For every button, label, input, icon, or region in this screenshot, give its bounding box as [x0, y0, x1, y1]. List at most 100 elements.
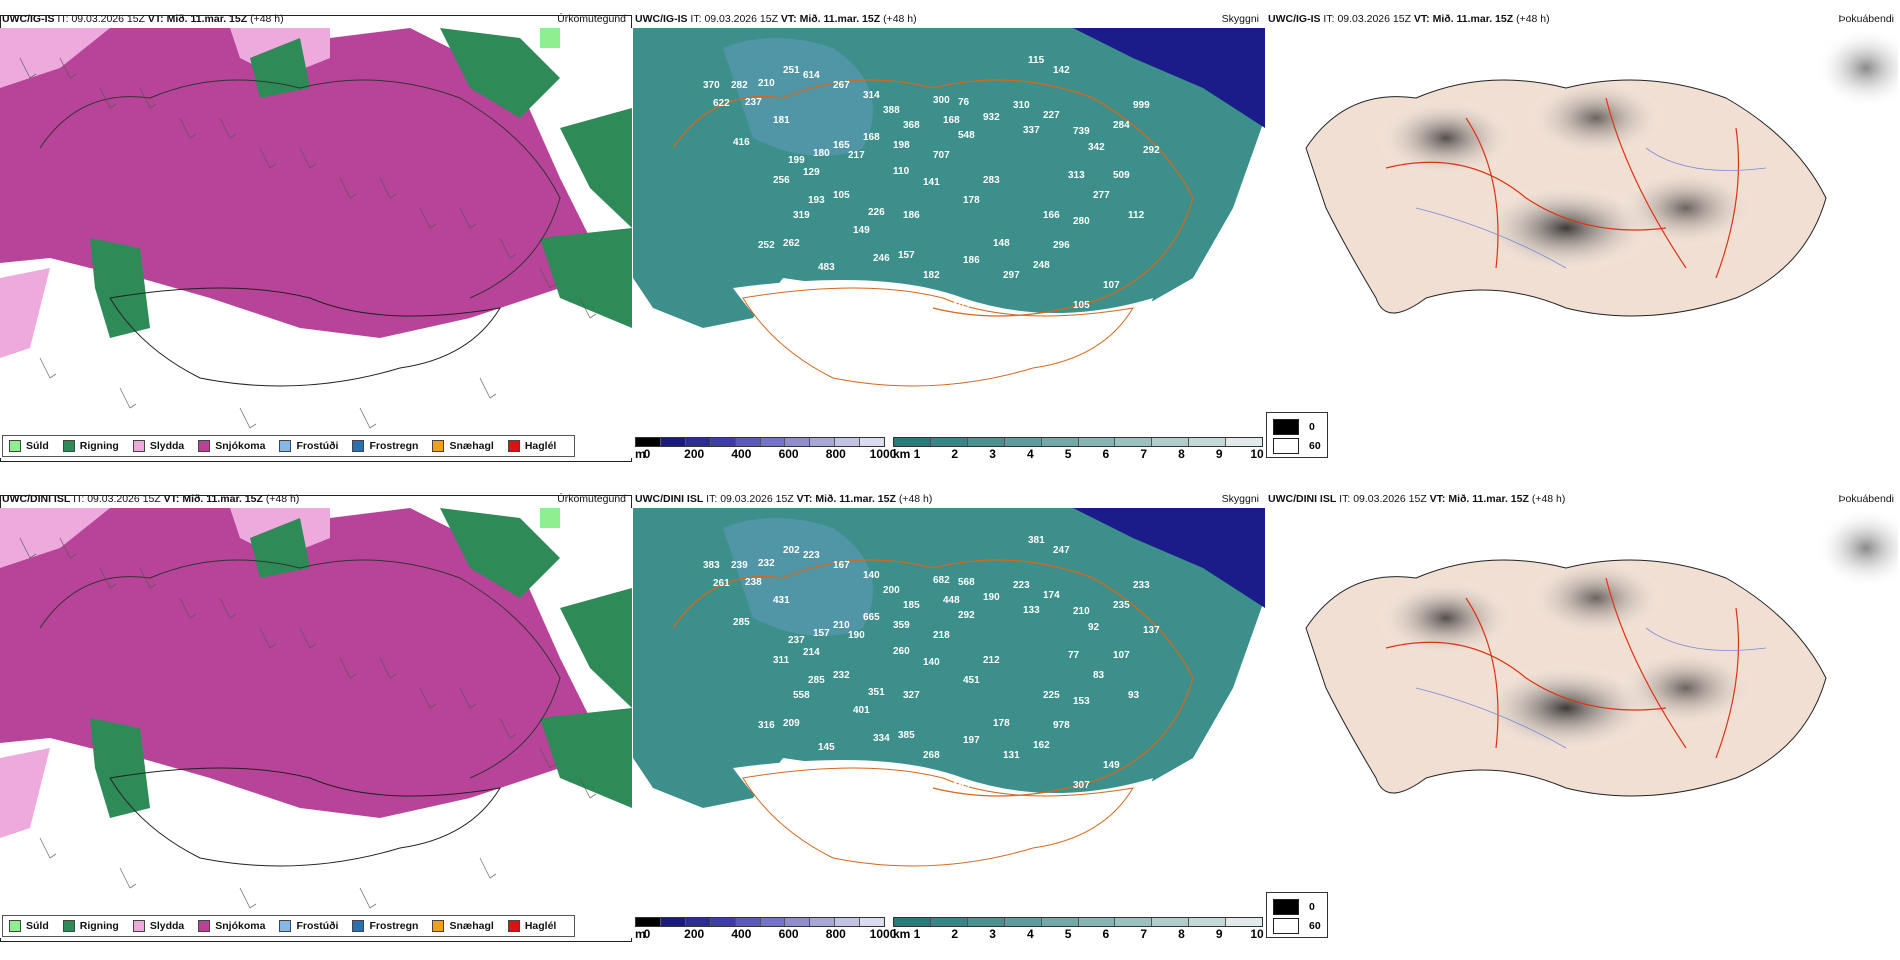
precip-legend: Súld Rigning Slydda Snjókoma Frostúði Frostre… [2, 435, 576, 457]
ceiling-label: 141 [923, 177, 940, 188]
colorbar-tick: 9 [1215, 927, 1223, 941]
ceiling-label: 225 [1043, 690, 1060, 701]
colorbar-segment [1189, 438, 1227, 446]
ceiling-label: 76 [958, 97, 970, 108]
ceiling-label: 115 [1028, 55, 1045, 66]
ceiling-label: 223 [1013, 580, 1030, 591]
colorbar-segment [930, 438, 968, 446]
ceiling-label: 622 [713, 98, 730, 109]
legend-label: Frostregn [369, 440, 419, 452]
colorbar-tick: 8 [1178, 927, 1185, 941]
colorbar-tick: 600 [778, 447, 799, 461]
legend-item: Haglél [507, 920, 557, 932]
colorbar-segment [1115, 918, 1153, 926]
ceiling-label: 310 [1013, 100, 1030, 111]
ceiling-label: 238 [745, 577, 762, 588]
colorbar-segment [1152, 918, 1190, 926]
ceiling-label: 143 [1013, 820, 1030, 831]
ceiling-label: 168 [863, 132, 880, 143]
ceiling-label: 383 [703, 560, 720, 571]
colorbar-segment [1004, 438, 1042, 446]
ceiling-label: 262 [783, 238, 800, 249]
ceiling-label: 285 [733, 617, 750, 628]
colorbar-tick: 9 [1215, 447, 1223, 461]
ceiling-label: 351 [868, 687, 885, 698]
legend-item: Súld [9, 440, 49, 452]
ceiling-label: 285 [808, 675, 825, 686]
ceiling-label: 157 [813, 628, 830, 639]
ceiling-unit: m [635, 927, 646, 941]
fog-legend: 0 60 [1266, 892, 1328, 938]
ceiling-label: 252 [758, 240, 775, 251]
wind-barbs [19, 57, 597, 429]
colorbar-tick: 5 [1064, 447, 1072, 461]
ceiling-label: 451 [963, 675, 980, 686]
colorbar-tick: 3 [989, 927, 996, 941]
ceiling-label: 105 [833, 190, 850, 201]
colorbar-segment [735, 918, 761, 926]
legend-label: Súld [26, 920, 49, 932]
ceiling-label: 247 [1053, 545, 1070, 556]
legend-swatch [9, 920, 21, 932]
legend-label: Rigning [79, 920, 119, 932]
ceiling-label: 107 [1103, 280, 1120, 291]
ceiling-label: 178 [963, 195, 980, 206]
legend-swatch [9, 440, 21, 452]
ceiling-label: 282 [731, 80, 748, 91]
ceiling-label: 401 [853, 705, 870, 716]
colorbar-segment [1078, 438, 1116, 446]
ceiling-label: 167 [833, 560, 850, 571]
ceiling-label: 209 [783, 718, 800, 729]
ceiling-label: 145 [818, 742, 835, 753]
colorbar-segment [967, 918, 1005, 926]
ceiling-label: 277 [1093, 190, 1110, 201]
ceiling-label: 197 [963, 735, 980, 746]
legend-item: Snæhagl [432, 920, 494, 932]
ceiling-label: 431 [773, 595, 790, 606]
precip-map [0, 28, 632, 458]
colorbar-tick: 7 [1140, 447, 1147, 461]
visibility-colorbar: km 1 2 3 4 5 6 7 8 9 10 [893, 437, 1264, 463]
ceiling-label: 109 [953, 300, 970, 311]
ceiling-label: 327 [903, 690, 920, 701]
legend-label: Snjókoma [215, 440, 266, 452]
ceiling-label: 260 [893, 646, 910, 657]
colorbar-tick: 10 [1250, 447, 1264, 461]
panel-header: UWC/DINI ISL IT: 09.03.2026 15Z VT: Mið.… [2, 493, 300, 505]
legend-swatch [432, 920, 445, 932]
ceiling-label: 191 [983, 320, 1000, 331]
precip-type-panel: UWC/DINI ISL IT: 09.03.2026 15Z VT: Mið.… [0, 480, 632, 950]
ceiling-label: 198 [893, 140, 910, 151]
colorbar-tick: 400 [731, 447, 752, 461]
ceiling-label: 193 [808, 195, 825, 206]
colorbar-segment [636, 918, 661, 926]
legend-swatch [279, 920, 292, 932]
ceiling-label: 416 [733, 137, 750, 148]
legend-swatch [198, 440, 211, 452]
ceiling-label: 739 [1073, 126, 1090, 137]
legend-item: Frostúði [279, 440, 338, 452]
fog-legend: 0 60 [1266, 412, 1328, 458]
ceiling-label: 174 [1043, 590, 1060, 601]
ceiling-label: 237 [788, 635, 805, 646]
colorbar-segment [660, 438, 686, 446]
fog-swatch-0 [1273, 419, 1299, 435]
ceiling-label: 999 [1133, 100, 1150, 111]
colorbar-tick: 6 [1102, 447, 1110, 461]
legend-item: Frostregn [352, 920, 418, 932]
colorbar-segment [760, 918, 786, 926]
ceiling-label: 316 [758, 720, 775, 731]
colorbar-tick: 1000 [869, 447, 897, 461]
colorbar-tick: 1000 [869, 927, 897, 941]
panel-title: Skyggni [1221, 493, 1259, 505]
ceiling-label: 181 [773, 115, 790, 126]
colorbar-tick: 2 [951, 927, 959, 941]
visibility-colorbar: km 1 2 3 4 5 6 7 8 9 10 [893, 917, 1264, 943]
wind-barbs [19, 537, 597, 909]
ceiling-label: 314 [863, 90, 880, 101]
ceiling-label: 368 [903, 120, 920, 131]
legend-label: Haglél [524, 920, 557, 932]
ceiling-label: 246 [873, 253, 890, 264]
colorbar-tick: 200 [684, 927, 705, 941]
